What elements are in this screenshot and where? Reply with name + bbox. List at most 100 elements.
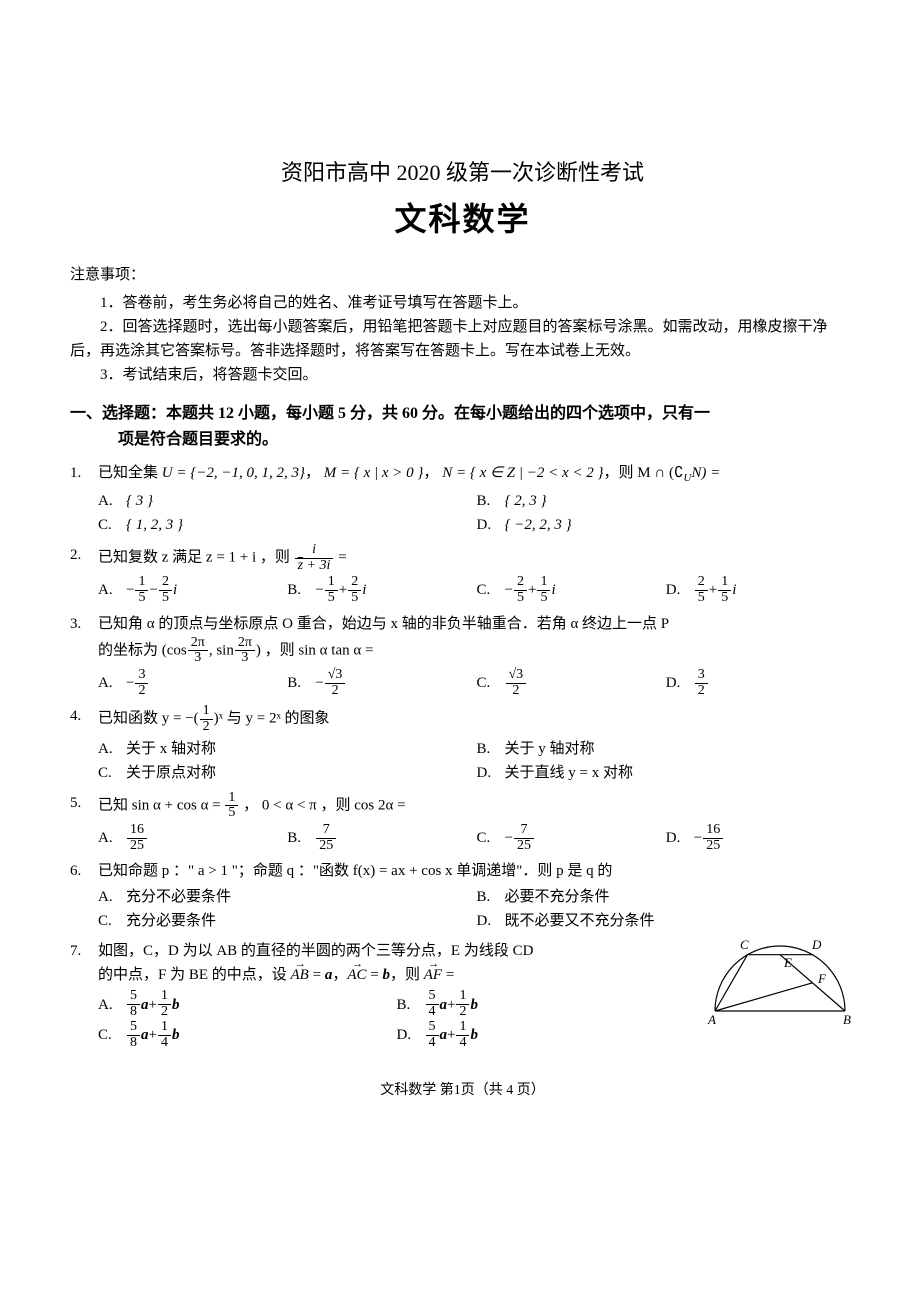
q2-stem-b: = bbox=[338, 549, 346, 565]
q6-opt-b: B.必要不充分条件 bbox=[477, 885, 856, 909]
q1-stem: 已知全集 U = {−2, −1, 0, 1, 2, 3}， M = { x |… bbox=[98, 461, 855, 487]
q2-opt-c: C. −25 + 15i bbox=[477, 575, 666, 605]
q2-c-d2: 5 bbox=[537, 590, 550, 606]
fig-label-e: E bbox=[783, 955, 792, 970]
q3-b-d: 2 bbox=[325, 683, 346, 699]
q5-c-pre: − bbox=[505, 826, 513, 850]
q6-a-val: 充分不必要条件 bbox=[126, 885, 231, 909]
q7-eq3: = bbox=[442, 967, 454, 983]
question-1: 1. 已知全集 U = {−2, −1, 0, 1, 2, 3}， M = { … bbox=[70, 461, 855, 537]
q1-opt-a: A.{ 3 } bbox=[98, 489, 477, 513]
label-d: D. bbox=[477, 909, 505, 933]
q2-d-d2: 5 bbox=[718, 590, 731, 606]
question-7: 7. 如图，C，D 为以 AB 的直径的半圆的两个三等分点，E 为线段 CD 的… bbox=[70, 939, 855, 1050]
q4-stem-b: )ˣ 与 y = 2ˣ 的图象 bbox=[214, 711, 330, 727]
q7-c-d2: 4 bbox=[158, 1035, 171, 1051]
q2-a-n1: 1 bbox=[135, 575, 148, 590]
q7-c-mid: + bbox=[149, 1023, 157, 1047]
q7-a-d1: 8 bbox=[127, 1004, 140, 1020]
section-1-head-a: 一、选择题：本题共 12 小题，每小题 5 分，共 60 分。在每小题给出的四个… bbox=[70, 405, 710, 422]
q6-b-val: 必要不充分条件 bbox=[505, 885, 610, 909]
q5-d-pre: − bbox=[694, 826, 702, 850]
q3-3-1: 3 bbox=[188, 650, 208, 666]
q5-c-d: 25 bbox=[514, 838, 534, 854]
q2-stem: 已知复数 z 满足 z = 1 + i ，则 i z + 3i = bbox=[98, 543, 855, 573]
q5-opt-c: C.−725 bbox=[477, 823, 666, 853]
q3-opt-a: A.−32 bbox=[98, 668, 287, 698]
label-a: A. bbox=[98, 578, 126, 602]
q6-opt-d: D.既不必要又不充分条件 bbox=[477, 909, 856, 933]
q2-a-mid: − bbox=[149, 578, 157, 602]
q7-opt-c: C.58a + 14b bbox=[98, 1020, 397, 1050]
q4-opt-a: A.关于 x 轴对称 bbox=[98, 737, 477, 761]
label-c: C. bbox=[477, 671, 505, 695]
q1-opt-b: B.{ 2, 3 } bbox=[477, 489, 856, 513]
q2-a-n2: 2 bbox=[159, 575, 172, 590]
fig-label-b: B bbox=[843, 1012, 851, 1027]
q5-n: 1 bbox=[225, 791, 238, 806]
label-b: B. bbox=[287, 826, 315, 850]
label-d: D. bbox=[666, 671, 694, 695]
section-1-head: 一、选择题：本题共 12 小题，每小题 5 分，共 60 分。在每小题给出的四个… bbox=[70, 401, 855, 452]
q5-d-d: 25 bbox=[703, 838, 723, 854]
q4-n: 1 bbox=[200, 704, 213, 719]
q3-stem: 已知角 α 的顶点与坐标原点 O 重合，始边与 x 轴的非负半轴重合．若角 α … bbox=[98, 612, 855, 666]
q7-b-d2: 2 bbox=[456, 1004, 469, 1020]
q6-c-val: 充分必要条件 bbox=[126, 909, 216, 933]
q7-stem: 如图，C，D 为以 AB 的直径的半圆的两个三等分点，E 为线段 CD 的中点，… bbox=[98, 939, 695, 987]
notes-head: 注意事项： bbox=[70, 263, 855, 287]
q4-b-val: 关于 y 轴对称 bbox=[505, 737, 595, 761]
q2-frac-num: i bbox=[295, 543, 334, 558]
q4-opt-d: D.关于直线 y = x 对称 bbox=[477, 761, 856, 785]
q2-stem-a: 已知复数 z 满足 z = 1 + i ，则 bbox=[98, 549, 290, 565]
q2-a-pre: − bbox=[126, 578, 134, 602]
q7-a-n1: 5 bbox=[127, 989, 140, 1004]
q7-tail: ，则 bbox=[390, 967, 424, 983]
q5-opt-d: D.−1625 bbox=[666, 823, 855, 853]
segment-af bbox=[715, 983, 813, 1011]
label-c: C. bbox=[98, 761, 126, 785]
q1-b-val: { 2, 3 } bbox=[505, 489, 547, 513]
q7-d-n1: 5 bbox=[426, 1020, 439, 1035]
q7-figure: A B C D E F bbox=[700, 931, 865, 1031]
q2-a-d1: 5 bbox=[135, 590, 148, 606]
q2-opt-b: B. −15 + 25i bbox=[287, 575, 476, 605]
q2-d-post: i bbox=[732, 578, 736, 602]
q3-a-pre: − bbox=[126, 671, 134, 695]
q7-sep: ， bbox=[332, 967, 347, 983]
q2-b-pre: − bbox=[315, 578, 323, 602]
q4-stem-a: 已知函数 y = −( bbox=[98, 711, 199, 727]
q5-number: 5. bbox=[70, 791, 98, 854]
q3-d-d: 2 bbox=[695, 683, 708, 699]
q1-set-u: U = {−2, −1, 0, 1, 2, 3} bbox=[162, 465, 305, 481]
q7-opt-d: D.54a + 14b bbox=[397, 1020, 696, 1050]
q3-3-2: 3 bbox=[235, 650, 255, 666]
q3-c-d: 2 bbox=[506, 683, 527, 699]
q5-a-n: 16 bbox=[127, 823, 147, 838]
q7-b-mid: + bbox=[447, 993, 455, 1017]
q1-a-val: { 3 } bbox=[126, 489, 153, 513]
q6-d-val: 既不必要又不充分条件 bbox=[505, 909, 655, 933]
q2-opt-a: A. −15 − 25i bbox=[98, 575, 287, 605]
question-5: 5. 已知 sin α + cos α = 15 ， 0 < α < π ，则 … bbox=[70, 791, 855, 854]
q7-d-n2: 1 bbox=[456, 1020, 469, 1035]
label-c: C. bbox=[98, 513, 126, 537]
q5-stem-a: 已知 sin α + cos α = bbox=[98, 797, 221, 813]
q7-a-mid: + bbox=[149, 993, 157, 1017]
exam-title-line1: 资阳市高中 2020 级第一次诊断性考试 bbox=[70, 155, 855, 190]
note-2: 2．回答选择题时，选出每小题答案后，用铅笔把答题卡上对应题目的答案标号涂黑。如需… bbox=[70, 315, 855, 363]
q7-c-v1: a bbox=[141, 1023, 149, 1047]
label-b: B. bbox=[477, 489, 505, 513]
q2-d-n2: 1 bbox=[718, 575, 731, 590]
q3-opt-d: D.32 bbox=[666, 668, 855, 698]
q4-d: 2 bbox=[200, 719, 213, 735]
q1-set-n: N = { x ∈ Z | −2 < x < 2 } bbox=[442, 465, 603, 481]
q7-opt-a: A.58a + 12b bbox=[98, 989, 397, 1019]
q7-d-d1: 4 bbox=[426, 1035, 439, 1051]
q3-b-n: √3 bbox=[325, 668, 346, 683]
page-footer: 文科数学 第1页（共 4 页） bbox=[70, 1080, 855, 1102]
q7-d-mid: + bbox=[447, 1023, 455, 1047]
label-d: D. bbox=[666, 826, 694, 850]
q7-c-n1: 5 bbox=[127, 1020, 140, 1035]
q5-b-n: 7 bbox=[316, 823, 336, 838]
